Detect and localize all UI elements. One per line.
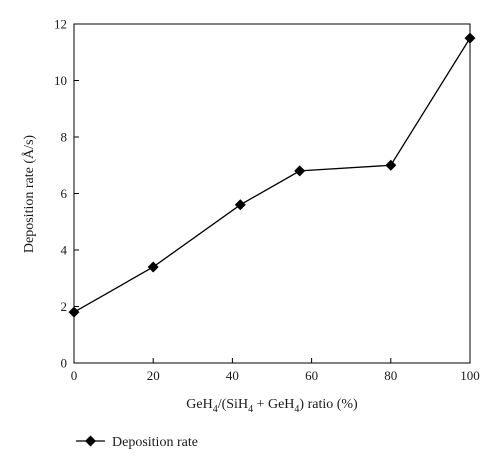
x-tick-label: 20	[147, 368, 160, 383]
data-point	[385, 159, 397, 171]
x-tick-label: 80	[384, 368, 397, 383]
y-axis: 0 2 4 6 8 10 12	[54, 17, 79, 371]
y-tick-label: 10	[54, 73, 67, 88]
data-point	[294, 165, 306, 177]
legend-marker-diamond	[85, 435, 96, 447]
series-deposition-rate	[68, 32, 476, 318]
y-tick-label: 6	[61, 186, 68, 201]
x-axis-label: GeH4/(SiH4 + GeH4) ratio (%)	[186, 397, 358, 415]
plot-frame	[73, 23, 471, 364]
y-axis-label: Deposition rate (Å/s)	[21, 135, 37, 254]
y-tick-label: 2	[61, 299, 68, 314]
data-point	[147, 261, 159, 273]
x-axis: 0 20 40 60 80 100	[71, 358, 480, 383]
data-point	[234, 199, 246, 211]
legend-label: Deposition rate	[112, 435, 198, 450]
x-tick-label: 40	[226, 368, 239, 383]
x-tick-label: 60	[305, 368, 318, 383]
series-line	[73, 37, 471, 313]
x-tick-label: 0	[71, 368, 78, 383]
data-point	[68, 306, 80, 318]
y-tick-label: 8	[61, 130, 68, 145]
data-point	[464, 32, 476, 44]
y-tick-label: 4	[61, 243, 68, 258]
x-tick-label: 100	[460, 368, 480, 383]
y-tick-label: 12	[54, 17, 67, 32]
legend: Deposition rate	[76, 435, 198, 450]
y-tick-label: 0	[61, 356, 68, 371]
plot-area	[73, 23, 471, 364]
